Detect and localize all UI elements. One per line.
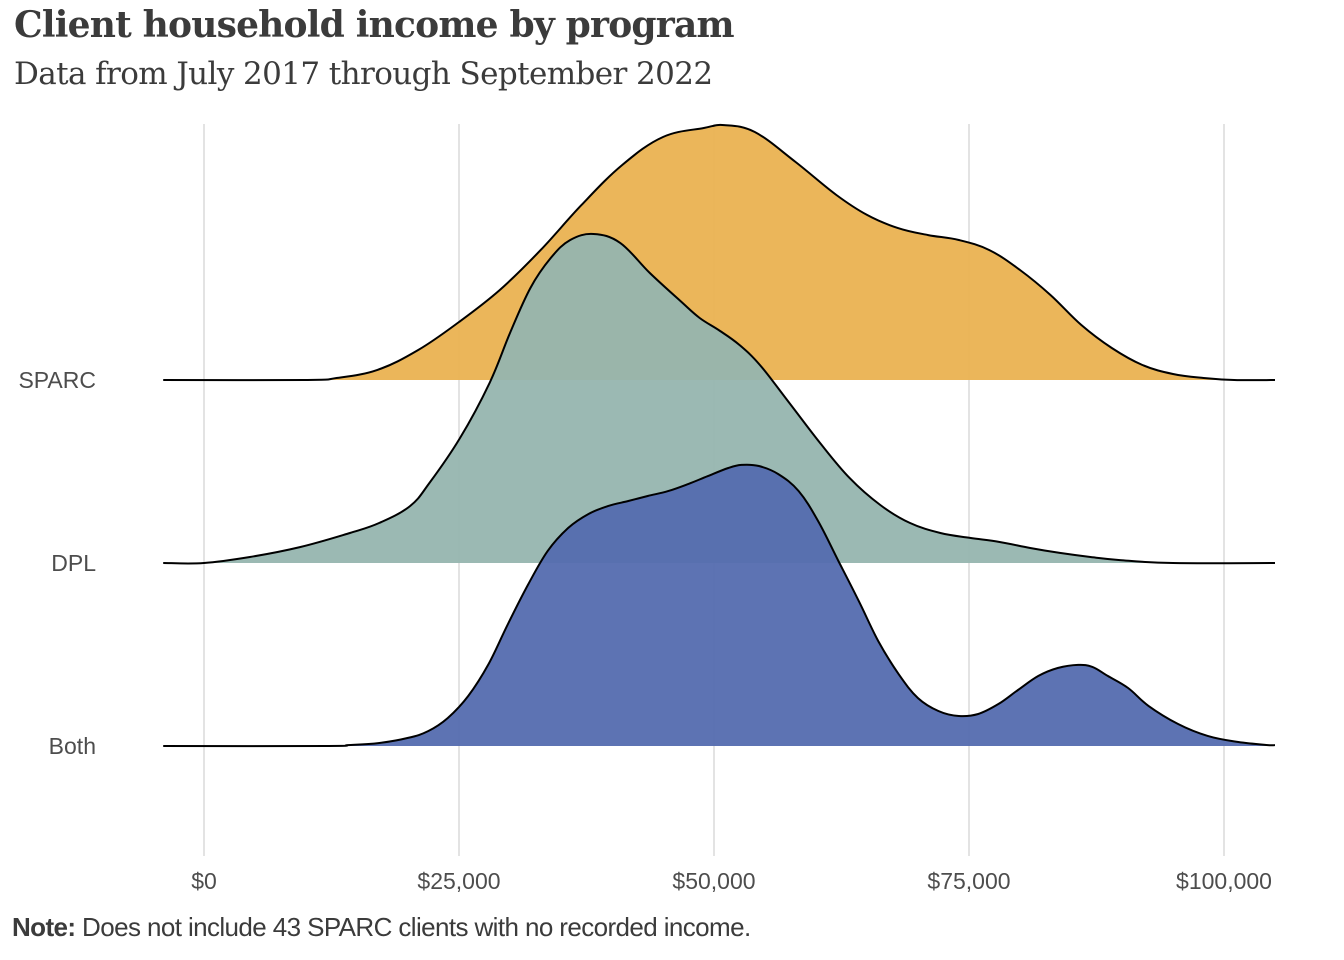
x-tick-label: $0 xyxy=(191,868,217,894)
category-label: SPARC xyxy=(18,367,96,393)
chart-title: Client household income by program xyxy=(14,4,735,46)
ridge-sparc xyxy=(163,123,1276,382)
ridge-area-both xyxy=(163,464,1276,747)
ridge-dpl xyxy=(163,232,1276,565)
note-label: Note: xyxy=(12,912,76,942)
x-tick-label: $50,000 xyxy=(672,868,755,894)
category-label: DPL xyxy=(51,550,96,576)
x-axis-ticks: $0 $25,000 $50,000 $75,000 $100,000 xyxy=(191,868,1272,894)
ridges xyxy=(163,123,1276,748)
x-tick-label: $75,000 xyxy=(927,868,1010,894)
y-axis-categories: SPARC DPL Both xyxy=(18,367,96,759)
note-text: Does not include 43 SPARC clients with n… xyxy=(75,912,751,942)
ridge-outline-both xyxy=(163,463,1276,748)
ridge-outline-sparc xyxy=(163,123,1276,382)
x-tick-label: $100,000 xyxy=(1176,868,1272,894)
x-tick-label: $25,000 xyxy=(417,868,500,894)
category-label: Both xyxy=(49,733,96,759)
chart-subtitle: Data from July 2017 through September 20… xyxy=(14,56,713,92)
chart-note: Note: Does not include 43 SPARC clients … xyxy=(12,912,751,943)
ridge-area-dpl xyxy=(163,233,1276,564)
ridge-area-sparc xyxy=(163,124,1276,381)
ridge-outline-dpl xyxy=(163,232,1276,565)
ridge-both xyxy=(163,463,1276,748)
